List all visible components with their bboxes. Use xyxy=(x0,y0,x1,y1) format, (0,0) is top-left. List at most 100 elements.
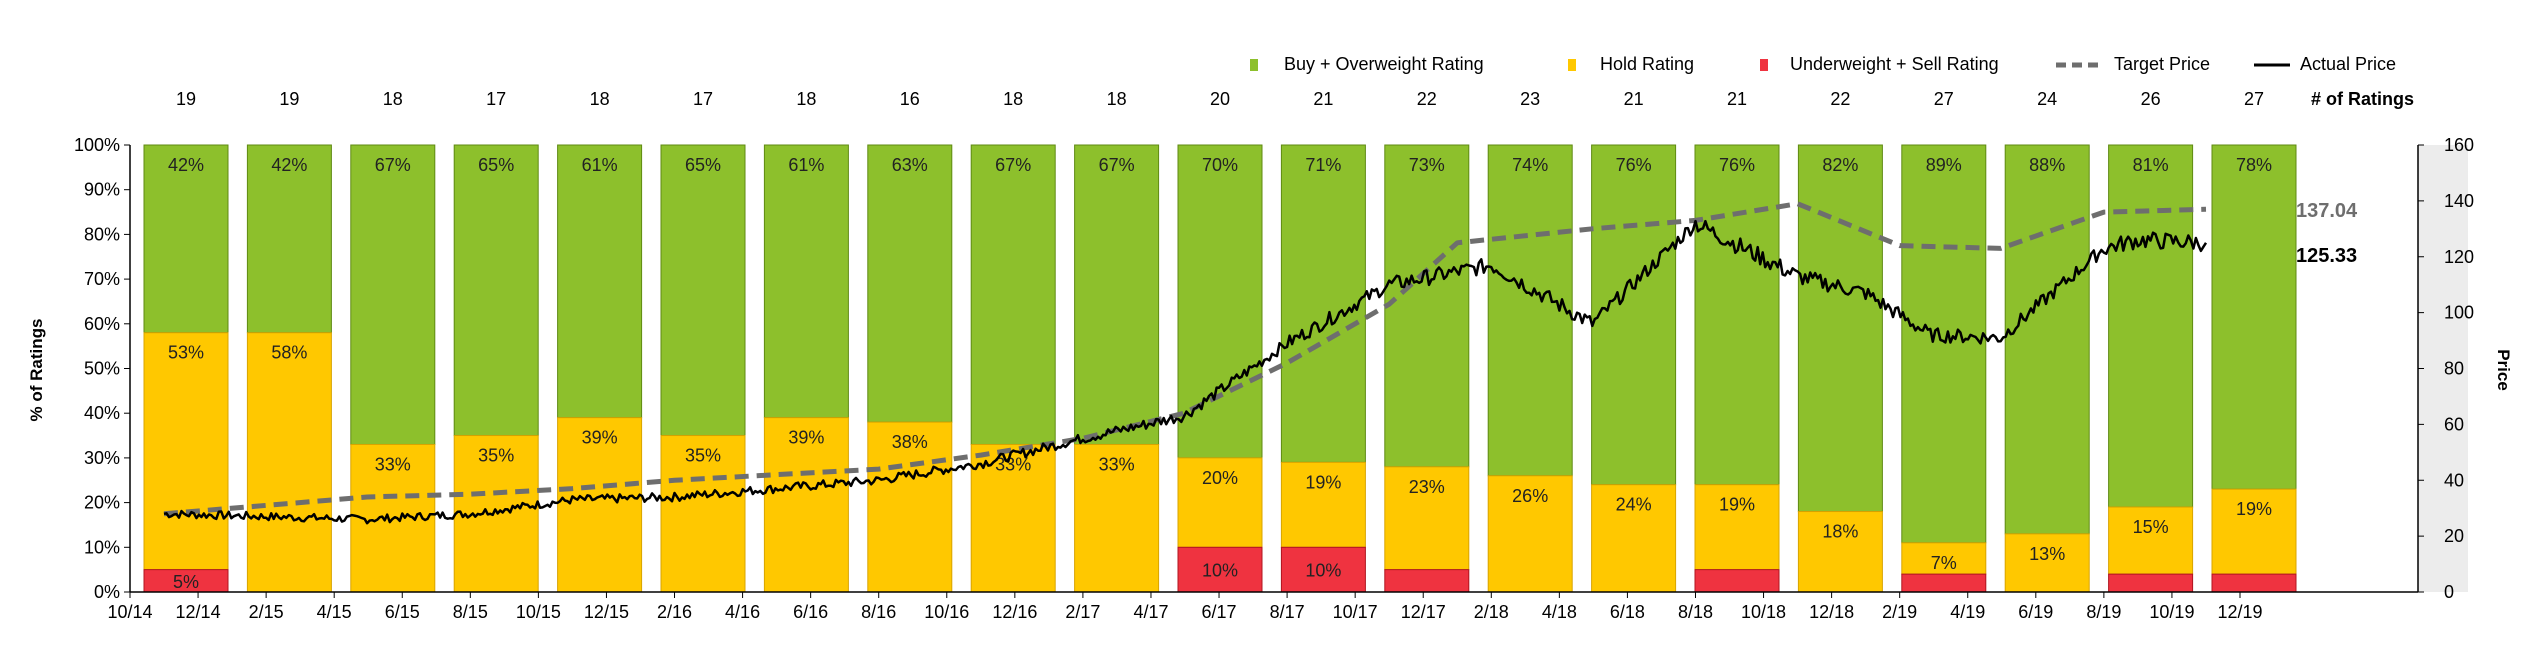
rating-count: 24 xyxy=(2037,89,2057,109)
hold-percent-label: 15% xyxy=(2133,517,2169,537)
y-right-tick-label: 160 xyxy=(2444,135,2474,155)
x-tick-label: 6/17 xyxy=(1202,602,1237,622)
buy-percent-label: 73% xyxy=(1409,155,1445,175)
x-tick-label: 12/14 xyxy=(176,602,221,622)
bar-hold-segment xyxy=(2211,488,2297,575)
rating-count: 18 xyxy=(383,89,403,109)
bar-buy-segment xyxy=(970,144,1056,445)
rating-count: 21 xyxy=(1727,89,1747,109)
y-right-tick-label: 0 xyxy=(2444,582,2454,602)
buy-percent-label: 81% xyxy=(2133,155,2169,175)
hold-percent-label: 39% xyxy=(788,428,824,448)
target-price-label: 137.04 xyxy=(2296,200,2358,222)
bar-buy-segment xyxy=(350,144,436,445)
rating-count: 27 xyxy=(1934,89,1954,109)
bar-sell-segment xyxy=(1901,573,1987,593)
y-right-tick-label: 100 xyxy=(2444,303,2474,323)
bar-hold-segment xyxy=(2108,506,2194,575)
hold-percent-label: 26% xyxy=(1512,486,1548,506)
x-tick-label: 10/16 xyxy=(924,602,969,622)
bar-sell-segment xyxy=(2211,573,2297,593)
hold-percent-label: 39% xyxy=(582,428,618,448)
rating-count: 21 xyxy=(1624,89,1644,109)
bar-buy-segment xyxy=(1797,144,1883,513)
buy-percent-label: 42% xyxy=(168,155,204,175)
rating-count: 17 xyxy=(693,89,713,109)
x-tick-label: 2/18 xyxy=(1474,602,1509,622)
bar-buy-segment xyxy=(453,144,539,437)
hold-percent-label: 20% xyxy=(1202,468,1238,488)
y-right-axis-title: Price xyxy=(2494,349,2513,391)
x-tick-label: 4/18 xyxy=(1542,602,1577,622)
x-tick-label: 8/15 xyxy=(453,602,488,622)
hold-percent-label: 19% xyxy=(1305,472,1341,492)
bar-buy-segment xyxy=(1591,144,1677,486)
rating-count: 18 xyxy=(590,89,610,109)
y-left-tick-label: 40% xyxy=(84,403,120,423)
hold-percent-label: 33% xyxy=(1099,454,1135,474)
actual-price-label: 125.33 xyxy=(2296,245,2357,267)
buy-percent-label: 65% xyxy=(685,155,721,175)
x-tick-label: 4/17 xyxy=(1133,602,1168,622)
bar-sell-segment xyxy=(2108,573,2194,593)
y-right-tick-label: 60 xyxy=(2444,414,2464,434)
rating-count: 22 xyxy=(1830,89,1850,109)
legend-buy-label: Buy + Overweight Rating xyxy=(1284,54,1484,74)
buy-percent-label: 76% xyxy=(1616,155,1652,175)
rating-counts-row: 19 19 18 17 18 17 18 16 18 18 20 21 22 23 21 21 22 27 24 26… xyxy=(176,89,2264,109)
buy-percent-label: 74% xyxy=(1512,155,1548,175)
x-tick-label: 8/16 xyxy=(861,602,896,622)
x-tick-label: 4/19 xyxy=(1950,602,1985,622)
x-tick-label: 6/16 xyxy=(793,602,828,622)
bar-hold-segment xyxy=(557,417,643,593)
price-axis-shade xyxy=(2418,145,2468,592)
y-left-tick-label: 70% xyxy=(84,269,120,289)
rating-count: 23 xyxy=(1520,89,1540,109)
y-right-tick-label: 120 xyxy=(2444,247,2474,267)
bar-hold-segment xyxy=(1694,484,1780,571)
bar-buy-segment xyxy=(763,144,849,419)
y-left-axis-title: % of Ratings xyxy=(27,319,46,422)
rating-count: 22 xyxy=(1417,89,1437,109)
legend-target-label: Target Price xyxy=(2114,54,2210,74)
x-tick-label: 4/15 xyxy=(317,602,352,622)
bars-layer: 42% 53% 5% 42% 58% 67% 33% 65% 35% 61% 39% 65% 35% 61… xyxy=(143,144,2297,593)
x-tick-label: 2/16 xyxy=(657,602,692,622)
buy-percent-label: 61% xyxy=(582,155,618,175)
bar-buy-segment xyxy=(2211,144,2297,490)
bar-hold-segment xyxy=(246,332,332,593)
hold-percent-label: 19% xyxy=(1719,495,1755,515)
x-tick-label: 8/19 xyxy=(2086,602,2121,622)
bar-hold-segment xyxy=(660,435,746,593)
hold-percent-label: 23% xyxy=(1409,477,1445,497)
bar-hold-segment xyxy=(1384,466,1470,571)
x-tick-label: 2/19 xyxy=(1882,602,1917,622)
x-tick-label: 2/17 xyxy=(1065,602,1100,622)
x-tick-label: 12/19 xyxy=(2217,602,2262,622)
bar-hold-segment xyxy=(143,332,229,571)
hold-percent-label: 19% xyxy=(2236,499,2272,519)
x-tick-label: 10/17 xyxy=(1333,602,1378,622)
bar-buy-segment xyxy=(1384,144,1470,468)
hold-percent-label: 58% xyxy=(271,343,307,363)
price-lines-layer xyxy=(163,201,2208,525)
legend-sell-swatch xyxy=(1760,59,1768,71)
y-left-tick-label: 30% xyxy=(84,448,120,468)
actual-price-line xyxy=(163,219,2208,525)
bar-buy-segment xyxy=(1694,144,1780,486)
hold-percent-label: 33% xyxy=(375,454,411,474)
buy-percent-label: 78% xyxy=(2236,155,2272,175)
buy-percent-label: 42% xyxy=(271,155,307,175)
x-tick-label: 12/16 xyxy=(992,602,1037,622)
bar-sell-segment xyxy=(1384,569,1470,593)
rating-count: 19 xyxy=(176,89,196,109)
y-left-tick-label: 100% xyxy=(74,135,120,155)
x-tick-label: 8/18 xyxy=(1678,602,1713,622)
rating-count: 18 xyxy=(1003,89,1023,109)
y-right-tick-label: 140 xyxy=(2444,191,2474,211)
bar-buy-segment xyxy=(867,144,953,423)
rating-count: 26 xyxy=(2141,89,2161,109)
buy-percent-label: 67% xyxy=(1099,155,1135,175)
x-tick-label: 8/17 xyxy=(1270,602,1305,622)
legend-buy-swatch xyxy=(1250,59,1258,71)
